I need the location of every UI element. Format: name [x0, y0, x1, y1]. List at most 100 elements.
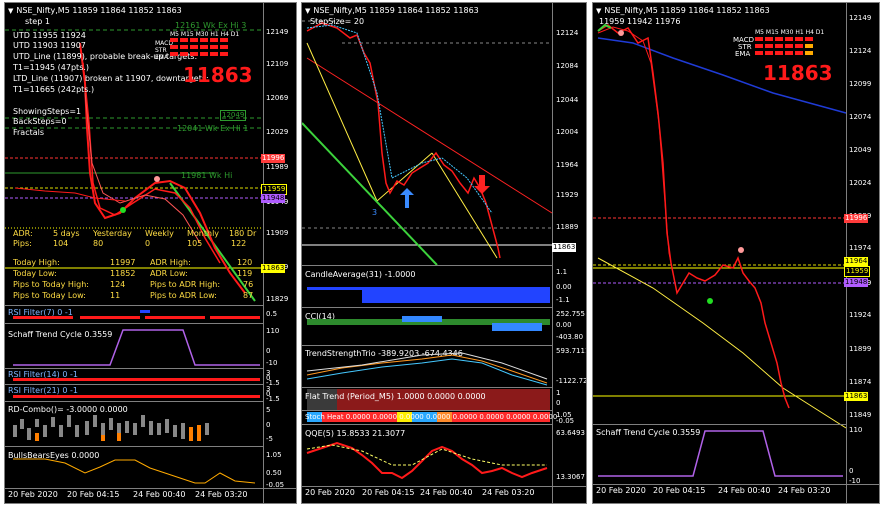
candle-axis-label: 1.1	[556, 268, 568, 276]
right-schaff-axis-label: 0	[849, 467, 854, 475]
left-time-label: 20 Feb 2020	[8, 490, 58, 499]
cci-axis-label: 252.755	[556, 310, 585, 318]
pips-row-2: 80	[93, 239, 104, 248]
left-big-price: 11863	[183, 63, 253, 87]
today-high-value: 11997	[110, 258, 136, 267]
right-price-label: 12124	[849, 47, 872, 55]
rsi14-axis-label: 0	[266, 374, 271, 382]
candle-average-bars	[307, 287, 550, 303]
left-time-label: 24 Feb 03:20	[195, 490, 248, 499]
adr-header-2: Yesterday	[93, 229, 132, 238]
left-time-axis-line	[5, 488, 296, 489]
right-price-tag-yellow-1: 11964	[844, 257, 869, 266]
right-price-label: 12099	[849, 80, 872, 88]
wk-ex-hi-3-label: 12161 Wk Ex Hi 3	[175, 21, 247, 30]
adr-low-value: 119	[237, 269, 253, 278]
rsi14-bars	[13, 378, 260, 381]
right-time-label: 20 Feb 04:15	[653, 486, 706, 495]
left-pane-separator	[5, 401, 263, 402]
chart-window-left[interactable]: ▼ NSE_Nifty,M5 11859 11864 11852 11863 st…	[4, 2, 297, 504]
rsi-filter-21-label: RSI Filter(21) 0 -1	[8, 386, 78, 395]
stoch-axis-label: -0.05	[556, 417, 575, 425]
rsi-filter-14-label: RSI Filter(14) 0 -1	[8, 370, 78, 379]
rsi21-axis-label: -1.5	[266, 395, 280, 403]
rsi-filter-7-label: RSI Filter(7) 0 -1	[8, 308, 73, 317]
showing-steps-label: ShowingSteps=1	[13, 107, 82, 116]
left-info-line-6: T1=11665 (242pts.)	[13, 85, 95, 94]
wk-level-12049-tag: 12049	[220, 110, 247, 121]
schaff-trend-cycle-label: Schaff Trend Cycle 0.3559	[8, 330, 113, 339]
rsi21-axis-label: 3	[266, 385, 271, 393]
candle-axis-label: -1.1	[556, 296, 570, 304]
rsi7-axis-label: 0.5	[266, 310, 278, 318]
left-price-label: 12069	[266, 94, 289, 102]
rsi14-axis-label: -1.5	[266, 379, 280, 387]
dropdown-triangle-icon[interactable]: ▼	[596, 7, 602, 15]
middle-pane-separator	[302, 410, 552, 411]
flat-trend-bars	[307, 389, 550, 410]
pips-to-today-high-value: 124	[110, 280, 126, 289]
adr-header-0: ADR:	[13, 229, 33, 238]
wk-ex-hi-1-label: 12041 Wk Ex Hi 1	[177, 124, 249, 133]
dropdown-triangle-icon[interactable]: ▼	[305, 7, 311, 15]
left-price-label: 11829	[266, 295, 289, 303]
rsi21-bars	[13, 395, 260, 398]
right-price-tag-red: 11996	[844, 214, 869, 223]
trend-strength-trio-label: TrendStrengthTrio -389.9203 -674.4346	[305, 349, 463, 358]
left-time-label: 24 Feb 00:40	[133, 490, 186, 499]
chart-window-middle[interactable]: 3 ▼ NSE_Nifty,M5 11859 11864 11852 11863 …	[301, 2, 587, 504]
middle-chart-title: ▼ NSE_Nifty,M5 11859 11864 11852 11863	[305, 6, 479, 15]
right-chart-title: ▼ NSE_Nifty,M5 11859 11864 11852 11863	[596, 6, 770, 15]
right-ema-label: EMA	[735, 50, 751, 58]
dropdown-triangle-icon[interactable]: ▼	[8, 7, 14, 15]
right-price-label: 11849	[849, 411, 872, 419]
bulls-bears-eyes-label: BullsBearsEyes 0.0000	[8, 451, 100, 460]
pips-to-today-low-value: 11	[110, 291, 121, 300]
rsi7-bars	[13, 310, 260, 319]
pips-to-adr-high-value: 76	[243, 280, 254, 289]
left-info-line-3: UTD_Line (11899), probable break-up targ…	[13, 52, 198, 61]
middle-pane-separator	[302, 387, 552, 388]
today-low-value: 11852	[110, 269, 136, 278]
pips-to-adr-high-label: Pips to ADR High:	[150, 280, 221, 289]
schaff-axis-label: 110	[266, 327, 280, 335]
pips-row-1: 104	[53, 239, 69, 248]
left-price-axis-line	[263, 3, 264, 503]
candle-axis-label: 0.00	[556, 283, 572, 291]
left-price-tag-magenta: 11948	[261, 194, 286, 203]
right-price-label: 11974	[849, 244, 872, 252]
middle-price-label: 12124	[556, 29, 579, 37]
schaff-line	[13, 329, 260, 366]
pips-row-0: Pips:	[13, 239, 32, 248]
left-price-label: 11989	[266, 163, 289, 171]
svg-text:3: 3	[372, 208, 377, 217]
pips-row-4: 105	[187, 239, 203, 248]
pips-to-adr-low-value: 87	[243, 291, 254, 300]
right-price-label: 11874	[849, 378, 872, 386]
bulls-axis-label: 0.50	[266, 469, 282, 477]
pips-to-today-high-label: Pips to Today High:	[13, 280, 89, 289]
right-second-line: 11959 11942 11976	[599, 17, 681, 26]
left-chart-title: ▼ NSE_Nifty,M5 11859 11864 11852 11863	[8, 6, 182, 15]
flat-trend-label: Flat Trend (Period_M5) 1.0000 0.0000 0.0…	[305, 392, 486, 401]
schaff-axis-label: 0	[266, 347, 271, 355]
wk-hi-label: 11981 Wk Hi	[181, 171, 233, 180]
stoch-axis-label: 1.05	[556, 411, 572, 419]
rsi21-axis-label: 0	[266, 390, 271, 398]
right-schaff-axis-label: 110	[849, 426, 863, 434]
pips-row-5: 122	[231, 239, 247, 248]
right-price-tag-current: 11863	[844, 392, 869, 401]
left-pane-separator	[5, 305, 263, 306]
middle-pane-separator	[302, 265, 552, 266]
right-time-axis-line	[593, 484, 879, 485]
right-time-label: 24 Feb 03:20	[778, 486, 831, 495]
left-pane-separator	[5, 368, 263, 369]
left-info-line-4: T1=11945 (47pts.)	[13, 63, 90, 72]
adr-high-value: 120	[237, 258, 253, 267]
middle-time-label: 24 Feb 03:20	[482, 488, 535, 497]
left-tf-header: M5 M15 M30 H1 H4 D1	[170, 31, 240, 38]
left-info-line-1: UTD 11955 11924	[13, 31, 86, 40]
chart-window-right[interactable]: ▼ NSE_Nifty,M5 11859 11864 11852 11863 11…	[592, 2, 880, 504]
right-tf-header: M5 M15 M30 H1 H4 D1	[755, 29, 825, 36]
stoch-heat-bars	[307, 412, 550, 422]
